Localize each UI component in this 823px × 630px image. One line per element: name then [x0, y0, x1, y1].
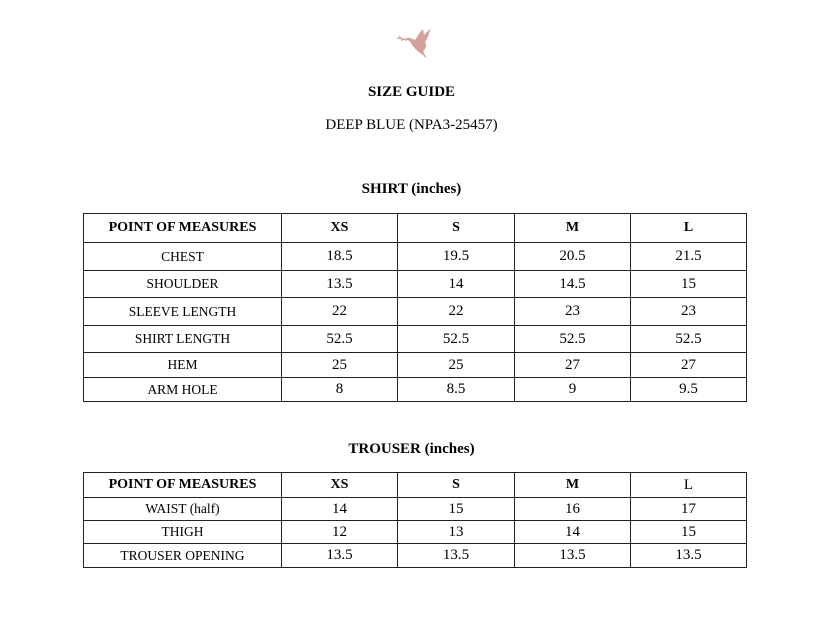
size-value: 13.5	[281, 543, 398, 568]
header-row: POINT OF MEASURES XS S M L	[83, 472, 747, 498]
size-value: 17	[630, 497, 747, 521]
column-header: M	[514, 213, 631, 243]
measure-label: ARM HOLE	[83, 377, 282, 402]
size-value: 52.5	[630, 325, 747, 353]
size-value: 27	[514, 352, 631, 378]
size-value: 15	[630, 270, 747, 298]
column-header: M	[514, 472, 631, 498]
table-row: WAIST (half) 14 15 16 17	[83, 497, 747, 521]
shirt-size-table: POINT OF MEASURES XS S M L CHEST 18.5 19.5 20.5 2…	[83, 213, 747, 402]
size-value: 13.5	[514, 543, 631, 568]
measure-label: THIGH	[83, 520, 282, 544]
size-value: 22	[397, 297, 515, 326]
table-row: CHEST 18.5 19.5 20.5 21.5	[83, 242, 747, 271]
page-title: SIZE GUIDE	[367, 84, 456, 100]
measure-label: SLEEVE LENGTH	[83, 297, 282, 326]
column-header: L	[630, 213, 747, 243]
product-subtitle: DEEP BLUE (NPA3-25457)	[325, 117, 498, 133]
column-header: XS	[281, 213, 398, 243]
column-header: S	[397, 213, 515, 243]
size-value: 22	[281, 297, 398, 326]
size-value: 25	[281, 352, 398, 378]
dove-logo-icon	[393, 25, 435, 68]
size-value: 13.5	[281, 270, 398, 298]
table-row: HEM 25 25 27 27	[83, 352, 747, 378]
size-value: 13	[397, 520, 515, 544]
measure-label: TROUSER OPENING	[83, 543, 282, 568]
size-value: 14	[281, 497, 398, 521]
size-value: 9.5	[630, 377, 747, 402]
table-row: ARM HOLE 8 8.5 9 9.5	[83, 377, 747, 402]
measure-label: HEM	[83, 352, 282, 378]
size-value: 20.5	[514, 242, 631, 271]
size-value: 16	[514, 497, 631, 521]
size-value: 12	[281, 520, 398, 544]
size-value: 13.5	[397, 543, 515, 568]
size-value: 21.5	[630, 242, 747, 271]
size-value: 15	[397, 497, 515, 521]
measure-label: SHIRT LENGTH	[83, 325, 282, 353]
size-value: 25	[397, 352, 515, 378]
size-value: 23	[514, 297, 631, 326]
table-row: SHIRT LENGTH 52.5 52.5 52.5 52.5	[83, 325, 747, 353]
column-header: POINT OF MEASURES	[83, 472, 282, 498]
measure-label: WAIST (half)	[83, 497, 282, 521]
size-value: 14	[514, 520, 631, 544]
size-value: 52.5	[281, 325, 398, 353]
table-row: THIGH 12 13 14 15	[83, 520, 747, 544]
size-value: 14	[397, 270, 515, 298]
size-value: 13.5	[630, 543, 747, 568]
header-row: POINT OF MEASURES XS S M L	[83, 213, 747, 243]
measure-label: CHEST	[83, 242, 282, 271]
trouser-size-table: POINT OF MEASURES XS S M L WAIST (half) 14 15 16…	[83, 472, 747, 568]
size-value: 52.5	[514, 325, 631, 353]
size-value: 15	[630, 520, 747, 544]
size-value: 19.5	[397, 242, 515, 271]
column-header: L	[630, 472, 747, 498]
trouser-heading: TROUSER (inches)	[348, 441, 475, 457]
table-row: TROUSER OPENING 13.5 13.5 13.5 13.5	[83, 543, 747, 568]
size-value: 8.5	[397, 377, 515, 402]
column-header: XS	[281, 472, 398, 498]
measure-label: SHOULDER	[83, 270, 282, 298]
size-value: 8	[281, 377, 398, 402]
table-row: SHOULDER 13.5 14 14.5 15	[83, 270, 747, 298]
size-value: 14.5	[514, 270, 631, 298]
shirt-heading: SHIRT (inches)	[361, 181, 462, 197]
table-row: SLEEVE LENGTH 22 22 23 23	[83, 297, 747, 326]
size-value: 18.5	[281, 242, 398, 271]
size-value: 27	[630, 352, 747, 378]
column-header: S	[397, 472, 515, 498]
column-header: POINT OF MEASURES	[83, 213, 282, 243]
size-value: 23	[630, 297, 747, 326]
size-value: 52.5	[397, 325, 515, 353]
size-value: 9	[514, 377, 631, 402]
